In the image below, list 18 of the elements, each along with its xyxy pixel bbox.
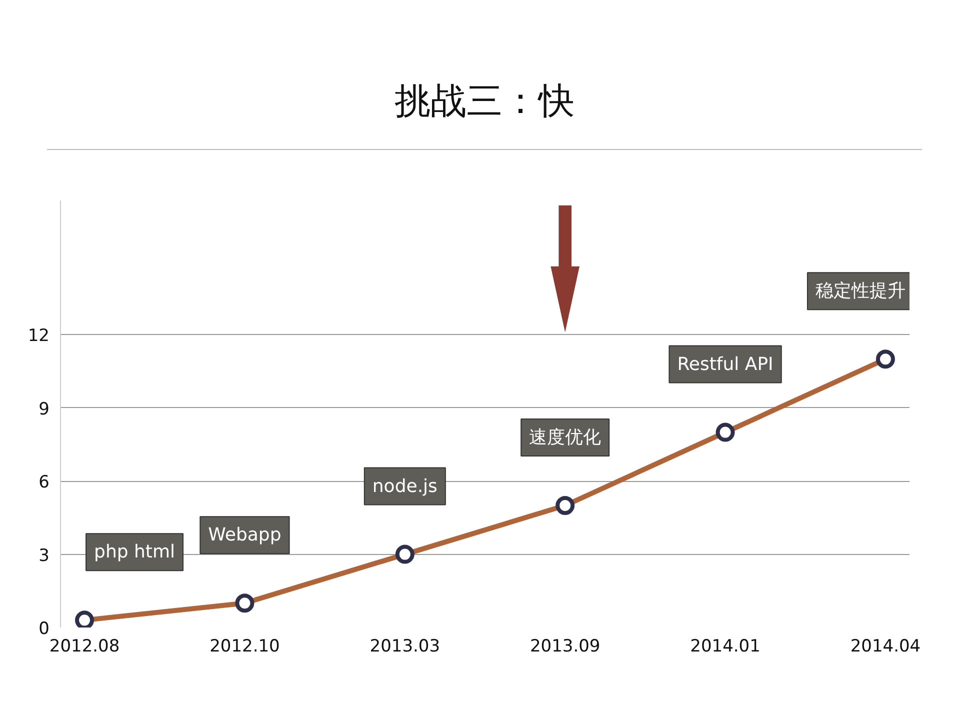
x-tick-label: 2012.08 — [49, 636, 120, 656]
y-tick-label: 0 — [38, 619, 50, 639]
annotation: php html — [94, 542, 176, 563]
x-tick-label: 2012.10 — [210, 636, 280, 656]
x-tick-label: 2013.09 — [530, 636, 600, 656]
y-tick-label: 3 — [38, 546, 50, 566]
y-tick-label: 9 — [38, 399, 50, 420]
y-tick-label: 6 — [38, 472, 50, 493]
annotation: node.js — [372, 476, 438, 497]
annotation: 稳定性提升 — [815, 280, 906, 302]
x-tick-label: 2014.01 — [690, 636, 760, 656]
y-tick-label: 12 — [28, 326, 50, 346]
chart-title: 挑战三：快 — [47, 5, 922, 150]
x-tick-label: 2014.04 — [850, 636, 921, 656]
annotation: 速度优化 — [529, 427, 602, 448]
x-tick-label: 2013.03 — [370, 636, 440, 656]
annotation: Webapp — [208, 524, 282, 546]
annotation: Restful API — [677, 354, 774, 375]
